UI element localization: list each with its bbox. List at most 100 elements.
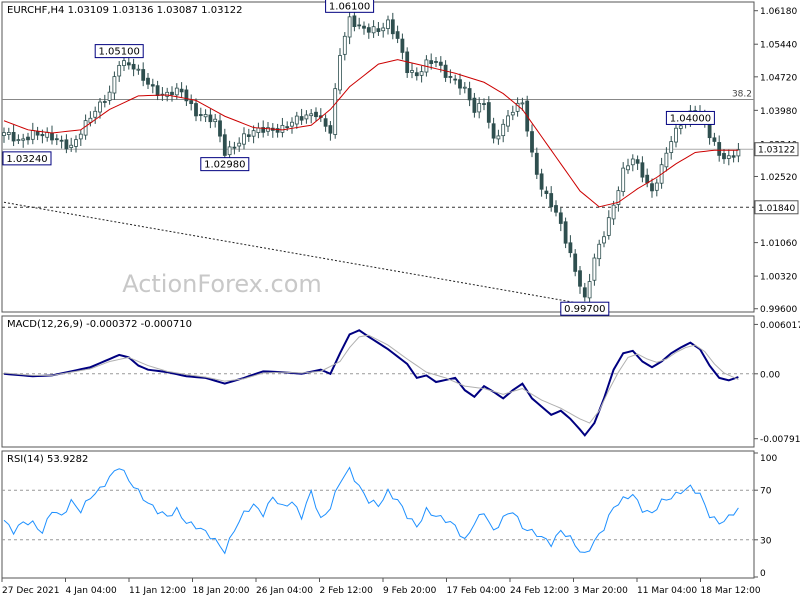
macd-plot [2,329,754,437]
candle-body [606,217,611,236]
candle-body [390,19,395,35]
candle-body [400,38,405,53]
candle-body [179,88,184,93]
price-axis-marker [754,142,799,157]
candle-body [155,85,160,96]
price-plot: 38.2 1.03240 1.05100 1.02980 1.06100 0.99700 1… [2,0,754,316]
time-tick-label: 11 Mar 04:00 [637,586,697,596]
candle-body [438,61,443,66]
candle-body [578,270,582,287]
candle-body [712,137,717,142]
candle-body [107,91,112,101]
candle-body [731,155,736,158]
price-tick-label: 1.01060 [760,239,797,249]
candle-body [568,242,573,254]
candle-body [117,65,122,77]
candle-body [83,120,88,136]
candle-body [126,62,131,66]
candle-body [213,118,218,123]
candle-body [501,123,506,137]
candle-body [314,111,318,118]
candle-body [93,110,98,118]
candle-body [414,72,419,77]
candle-body [59,139,64,142]
axes: 1.06180 1.05440 1.04720 1.03980 1.03240 1.025… [1,7,800,596]
candle-body [275,128,280,133]
candle-body [472,97,477,113]
candle-body [338,55,342,91]
candle-body [232,146,237,149]
pivot-label-box [325,0,375,13]
candle-body [347,16,352,38]
candle-body [563,221,568,244]
candle-body [290,121,294,127]
time-tick-label: 17 Feb 04:00 [447,586,506,596]
pivot-label: 0.99700 [564,304,605,315]
candle-body [453,78,458,81]
candle-body [78,133,83,140]
pivot-label: 1.02980 [204,160,245,171]
candle-body [333,88,338,135]
time-tick-label: 24 Feb 12:00 [510,586,569,596]
candle-body [602,236,606,244]
candle-body [419,71,424,76]
candle-body [309,113,314,117]
candle-body [323,118,328,127]
candle-body [554,205,558,213]
pivot-label: 1.05100 [99,47,140,58]
candle-body [630,158,635,166]
price-panel-frame [1,1,755,313]
rsi-tick-label: 100 [760,454,777,464]
pivot-label: 1.04000 [670,113,711,124]
candle-body [285,126,290,129]
candle-body [587,281,592,299]
price-axis-marker [754,200,799,215]
candle-body [467,88,472,101]
candle-body [486,102,491,123]
candle-body [722,153,726,160]
candle-body [549,193,554,208]
candle-body [434,61,438,63]
candle-body [208,114,213,123]
price-tick-label: 1.06180 [760,7,797,17]
candle-body [621,167,626,193]
candle-body [64,139,69,150]
candle-body [429,60,434,64]
candle-body [611,204,616,220]
candle-body [198,114,203,116]
candle-body [376,28,381,32]
time-tick-label: 26 Jan 04:00 [256,586,313,596]
price-tick-label: 1.02520 [760,173,797,183]
candle-body [6,132,11,135]
candle-body [218,120,222,137]
candle-body [122,60,126,66]
candle-body [136,68,141,71]
candle-body [242,133,246,145]
candle-body [717,142,722,156]
candle-body [88,117,93,123]
rsi-plot [2,466,754,555]
candle-body [299,116,304,121]
candle-body [458,79,462,89]
candle-body [50,132,54,141]
candle-body [189,100,194,105]
moving-average-line [3,59,739,208]
candle-body [280,124,285,133]
price-tick-label: 0.99600 [760,305,797,315]
candle-body [496,135,501,140]
price-axis-marker-label: 1.01840 [758,204,795,214]
candle-body [386,19,390,29]
candle-body [21,138,26,141]
candle-body [645,174,650,184]
candle-body [410,70,414,73]
candle-body [237,142,242,147]
candle-body [664,152,669,168]
rsi-tick-label: 30 [760,536,772,546]
candle-body [635,159,640,164]
pivot-label-box [665,110,715,125]
rsi-tick-label: 0 [760,569,766,579]
time-tick-label: 2 Feb 12:00 [320,586,374,596]
candle-body [510,111,515,116]
candle-body [558,212,563,224]
